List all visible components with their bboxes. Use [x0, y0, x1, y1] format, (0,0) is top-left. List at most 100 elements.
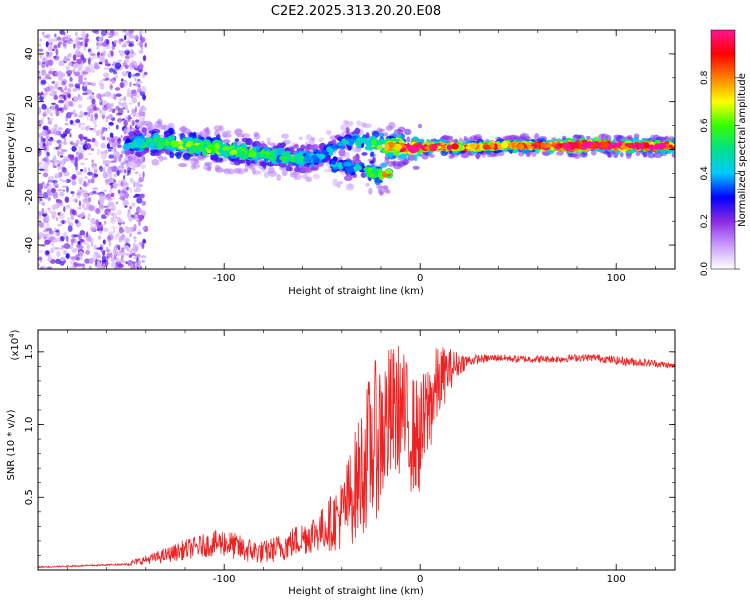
spectrogram-noise-blob [57, 163, 61, 167]
spectrogram-noise-blob [98, 221, 102, 226]
spectrogram-noise-blob [101, 103, 105, 110]
spectrogram-noise-blob [73, 95, 79, 103]
spectrogram-ridge-blob [190, 132, 197, 137]
spectrogram-noise-blob [69, 221, 73, 225]
spectrogram-noise-blob [61, 167, 66, 170]
spectrogram-ridge-blob [209, 150, 216, 156]
spectrogram-noise-blob [72, 209, 77, 216]
spectrogram-noise-blob [128, 254, 133, 258]
x-tick-label: 100 [607, 273, 626, 284]
spectrogram-noise-blob [38, 161, 43, 165]
spectrogram-noise-blob [71, 180, 77, 186]
spectrogram-noise-blob [59, 178, 64, 181]
spectrogram-noise-blob [125, 252, 130, 256]
spectrogram-noise-blob [93, 140, 99, 148]
spectrogram-ridge-blob [643, 142, 650, 149]
spectrogram-ridge-blob [365, 132, 370, 139]
spectrogram-ridge-blob [248, 151, 257, 158]
spectrogram-ridge-blob [326, 129, 332, 136]
spectrogram-noise-blob [122, 200, 129, 206]
spectrogram-noise-blob [106, 203, 111, 208]
spectrogram-noise-blob [133, 214, 139, 220]
spectrogram-ridge-blob [318, 137, 325, 143]
spectrogram-noise-blob [50, 230, 55, 235]
spectrogram-noise-blob [51, 204, 57, 211]
spectrogram-noise-blob [129, 48, 134, 54]
spectrogram-noise-blob [108, 67, 114, 73]
spectrogram-noise-blob [93, 65, 100, 70]
spectrogram-noise-blob [115, 93, 122, 97]
spectrogram-noise-blob [84, 189, 88, 193]
spectrogram-noise-blob [96, 262, 102, 269]
spectrogram-noise-blob [57, 166, 60, 171]
spectrogram-noise-blob [119, 49, 125, 57]
spectrogram-noise-blob [73, 109, 77, 114]
spectrogram-noise-blob [81, 34, 87, 37]
y-tick-label: -40 [24, 237, 35, 253]
spectrogram-noise-blob [102, 189, 108, 193]
spectrogram-noise-blob [74, 71, 81, 76]
spectrogram-noise-blob [67, 87, 72, 95]
spectrogram-noise-blob [46, 232, 52, 239]
spectrogram-noise-blob [39, 38, 43, 42]
spectrogram-noise-blob [118, 250, 125, 253]
spectrogram-noise-blob [83, 167, 87, 174]
spectrogram-noise-blob [108, 240, 112, 247]
spectrogram-ridge-blob [371, 139, 377, 146]
spectrogram-noise-blob [99, 83, 105, 90]
spectrogram-noise-blob [42, 191, 49, 199]
spectrogram-noise-blob [88, 204, 95, 212]
spectrogram-noise-blob [45, 73, 51, 79]
spectrogram-noise-blob [68, 83, 74, 88]
spectrogram-noise-blob [95, 219, 100, 226]
spectrogram-noise-blob [126, 173, 130, 176]
spectrogram-ridge-blob [369, 160, 374, 164]
spectrogram-noise-blob [113, 156, 118, 163]
spectrogram-y-ticks: -40 -20 0 20 40 [24, 29, 675, 270]
spectrogram-noise-blob [118, 101, 122, 106]
spectrogram-noise-blob [42, 142, 46, 147]
spectrogram-noise-blob [108, 147, 114, 150]
spectrogram-noise-blob [41, 69, 47, 76]
spectrogram-noise-blob [93, 251, 99, 255]
snr-frame [37, 329, 676, 571]
spectrogram-noise-blob [127, 71, 132, 79]
spectrogram-noise-blob [132, 52, 137, 56]
spectrogram-ridge-blob [479, 143, 484, 151]
spectrogram-noise-blob [47, 254, 52, 262]
spectrogram-ridge-blob [301, 167, 306, 174]
spectrogram-noise-blob [65, 66, 71, 71]
spectrogram-ridge-blob [345, 127, 350, 135]
spectrogram-noise-blob [105, 77, 110, 80]
spectrogram-noise-blob [100, 249, 106, 253]
spectrogram-noise-blob [65, 253, 70, 259]
spectrogram-noise-blob [136, 197, 143, 204]
spectrogram-ridge-blob [157, 118, 163, 126]
spectrogram-noise-blob [111, 79, 116, 84]
spectrogram-noise-blob [68, 266, 75, 269]
spectrogram-noise-blob [97, 235, 102, 240]
spectrogram-noise-blob [45, 50, 48, 55]
spectrogram-noise-blob [69, 260, 75, 265]
spectrogram-noise-blob [129, 81, 132, 88]
spectrogram-ridge-blob [338, 149, 346, 157]
spectrogram-ridge-blob [345, 138, 355, 146]
spectrogram-noise-blob [87, 152, 92, 155]
spectrogram-ridge-blob [330, 160, 336, 165]
spectrogram-noise-blob [133, 242, 136, 248]
spectrogram-noise-blob [79, 142, 86, 146]
spectrogram-noise-blob [136, 259, 141, 267]
colorbar-label: Normalized spectral amplitude [737, 73, 748, 227]
figure-title: C2E2.2025.313.20.20.E08 [271, 4, 441, 19]
spectrogram-ridge-blob [637, 142, 645, 149]
spectrogram-noise-blob [77, 66, 81, 72]
x-tick-label: 0 [417, 574, 423, 585]
spectrogram-ridge-blob [380, 162, 388, 168]
spectrogram-noise-blob [98, 37, 102, 41]
spectrogram-noise-blob [62, 189, 66, 192]
spectrogram-noise-blob [53, 165, 57, 169]
spectrogram-noise-blob [56, 223, 63, 227]
spectrogram-ridge-blob [161, 156, 168, 161]
spectrogram-noise-blob [98, 54, 105, 61]
spectrogram-ridge-blob [129, 142, 136, 149]
